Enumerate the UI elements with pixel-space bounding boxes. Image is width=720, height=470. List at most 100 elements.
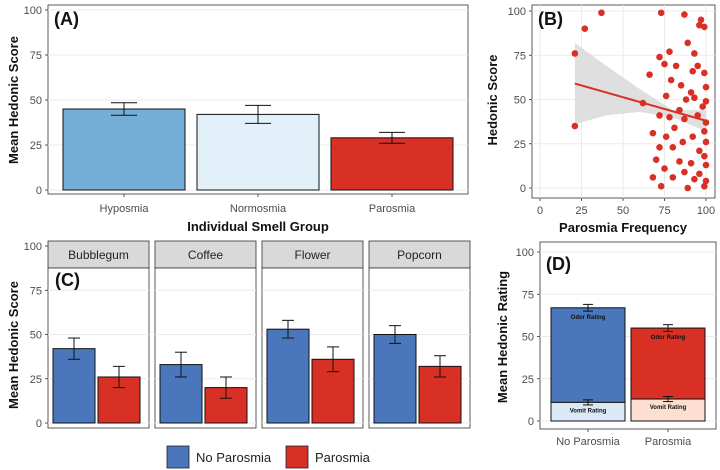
legend-label-no-parosmia: No Parosmia (196, 450, 272, 465)
scatter-point (667, 76, 675, 84)
facet-title-bubblegum: Bubblegum (68, 248, 129, 262)
legend-swatch-no-parosmia (166, 445, 190, 469)
facet-coffee: Coffee (154, 240, 257, 429)
scatter-point (681, 11, 688, 18)
segment-label-vomit-parosmia: Vomit Rating (650, 405, 687, 411)
panel-b-xtick-label: 100 (697, 205, 715, 217)
scatter-point (694, 62, 701, 70)
facet-title-popcorn: Popcorn (397, 248, 442, 262)
facet-popcorn: Popcorn (368, 240, 471, 429)
legend-swatch-parosmia (285, 445, 309, 469)
panel-c: Bubblegum Coffee Flower Popcorn 0255075100 … (6, 240, 471, 430)
scatter-point (701, 182, 708, 190)
scatter-point (681, 168, 688, 176)
scatter-point (649, 129, 657, 137)
scatter-point (598, 9, 605, 17)
panel-d-ytick-label: 75 (522, 289, 534, 301)
bar-popcorn-no-parosmia (373, 334, 417, 424)
panel-a-xtick-label-hyposmia: Hyposmia (100, 203, 150, 215)
panel-a: 0 25 50 75 100 Hyposmia Normosmia Parosmia (A)… (6, 4, 469, 234)
panel-d-xtick-label-no-parosmia: No Parosmia (556, 436, 620, 448)
legend: No Parosmia Parosmia (166, 445, 371, 469)
scatter-point (701, 23, 708, 31)
scatter-point (669, 174, 677, 181)
panel-a-ytick-label: 50 (30, 95, 42, 107)
scatter-point (701, 128, 708, 135)
bar-flower-no-parosmia (266, 328, 310, 424)
scatter-point (666, 48, 673, 56)
scatter-point (671, 124, 678, 132)
segment-label-odor-parosmia: Odor Rating (651, 335, 686, 341)
bar-bubblegum-no-parosmia (52, 348, 96, 424)
facet-strip-bubblegum (47, 240, 150, 269)
scatter-point (697, 16, 705, 24)
scatter-point (662, 92, 670, 100)
panel-b-xtick-label: 25 (575, 205, 587, 217)
scatter-point (646, 71, 653, 79)
facet-flower: Flower (261, 240, 364, 429)
scatter-point (682, 96, 690, 103)
panel-b-ytick-label: 0 (520, 183, 526, 195)
panel-c-ytick-label: 25 (30, 374, 42, 386)
panel-d: Odor Rating Vomit Rating Odor Rating Vomit … (495, 241, 717, 448)
scatter-point (687, 159, 695, 167)
panel-a-xtick-label-parosmia: Parosmia (369, 203, 416, 215)
panel-d-ytick-label: 0 (528, 416, 534, 428)
segment-label-vomit-no-parosmia: Vomit Rating (570, 408, 607, 414)
bar-normosmia (196, 113, 320, 191)
bar-parosmia (330, 137, 454, 191)
panel-c-ylabel: Mean Hedonic Score (6, 281, 21, 409)
scatter-point (661, 60, 668, 68)
panel-d-ytick-label: 50 (522, 332, 534, 344)
facet-title-coffee: Coffee (188, 248, 223, 262)
scatter-point (666, 113, 673, 121)
scatter-point (672, 62, 680, 70)
panel-a-ylabel: Mean Hedonic Score (6, 36, 21, 164)
scatter-point (656, 143, 663, 151)
scatter-point (571, 122, 579, 130)
scatter-point (656, 112, 663, 119)
scatter-point (684, 39, 692, 47)
panel-c-ytick-label: 50 (30, 330, 42, 342)
panel-b-xtick-label: 75 (658, 205, 670, 217)
scatter-point (702, 161, 710, 169)
panel-d-ylabel: Mean Hedonic Rating (495, 271, 510, 403)
scatter-point (581, 25, 589, 32)
scatter-point (702, 177, 710, 185)
regression-line (574, 82, 707, 122)
facet-bubblegum: Bubblegum (47, 240, 150, 429)
panel-b-ytick-label: 25 (514, 139, 526, 151)
panel-d-ytick-label: 100 (516, 247, 534, 259)
panel-b-xlabel: Parosmia Frequency (559, 220, 688, 235)
scatter-point (696, 170, 703, 178)
facet-strip-popcorn (368, 240, 471, 269)
panel-b-ytick-label: 100 (508, 6, 526, 18)
scatter-point (676, 158, 683, 165)
panel-c-ytick-label: 75 (30, 285, 42, 297)
panel-d-label: (D) (546, 254, 571, 274)
facet-strip-coffee (154, 240, 257, 269)
scatter-point (679, 138, 687, 146)
legend-label-parosmia: Parosmia (315, 450, 371, 465)
scatter-point (687, 89, 695, 96)
scatter-point (669, 143, 677, 151)
scatter-point (696, 147, 703, 155)
panel-d-xtick-label-parosmia: Parosmia (645, 436, 692, 448)
panel-c-label: (C) (55, 270, 80, 290)
bar-odor-no-parosmia (550, 307, 626, 403)
panel-b-ylabel: Hedonic Score (485, 54, 500, 145)
scatter-point (701, 69, 708, 77)
panel-a-xtick-label-normosmia: Normosmia (230, 203, 287, 215)
scatter-point (662, 133, 670, 140)
scatter-point (702, 97, 710, 105)
panel-b-ytick-label: 75 (514, 50, 526, 62)
scatter-point (661, 165, 668, 172)
panel-a-label: (A) (54, 9, 79, 29)
panel-a-ytick-label: 75 (30, 50, 42, 62)
scatter-point (657, 9, 665, 17)
scatter-point (689, 133, 697, 140)
scatter-point (684, 184, 692, 192)
scatter-point (702, 83, 710, 91)
